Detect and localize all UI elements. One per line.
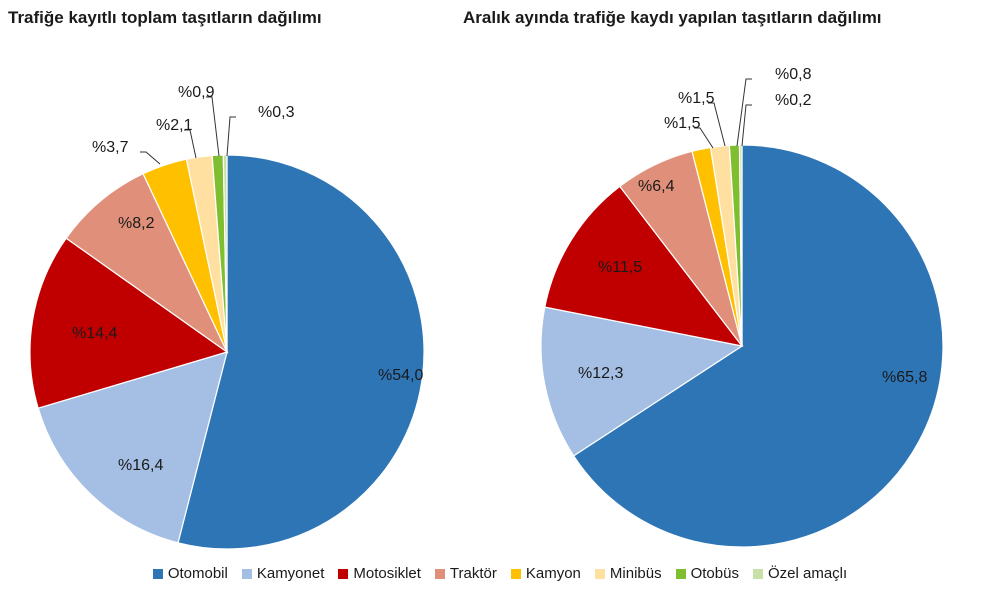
pie-0-slice-kamyonet	[37, 351, 228, 544]
pie-1-leader-line	[694, 127, 714, 149]
legend-item-kamyon: Kamyon	[510, 565, 581, 582]
pie-1-data-label-motosiklet: %11,5	[598, 259, 642, 276]
pie-1-data-label-kamyon: %1,5	[664, 115, 701, 132]
legend-swatch-otomobil	[152, 568, 163, 579]
pie-0-data-label-motosiklet: %14,4	[72, 325, 117, 342]
pie-1-data-label-otomobil: %65,8	[882, 369, 927, 386]
legend-swatch-kamyonet	[241, 568, 252, 579]
pie-0-data-label-otobus: %0,9	[178, 84, 215, 101]
legend-label: Kamyon	[525, 565, 581, 582]
legend-item-minibus: Minibüs	[594, 565, 662, 582]
legend-label: Kamyonet	[256, 565, 325, 582]
pie-1-leader-line	[741, 104, 752, 147]
pie-0-data-label-ozel-amacli: %0,3	[258, 104, 295, 121]
pie-0-data-label-otomobil: %54,0	[378, 367, 423, 384]
legend-item-motosiklet: Motosiklet	[338, 565, 421, 582]
pie-0-leader-line	[184, 129, 197, 159]
pie-1-data-label-traktor: %6,4	[638, 178, 675, 195]
pie-0-slice-motosiklet	[29, 237, 229, 409]
pie-1-leader-line	[736, 78, 752, 147]
chart-title-right: Aralık ayında trafiğe kaydı yapılan taşı…	[463, 8, 882, 27]
legend-swatch-otobus	[675, 568, 686, 579]
legend-label: Minibüs	[609, 565, 662, 582]
pie-0-data-label-kamyonet: %16,4	[118, 457, 163, 474]
pie-charts: %54,0 %16,4 %14,4 %8,2 %3,7 %2,1 %0,9 %0,3 %65,8…	[29, 66, 944, 550]
pie-0-leader-line	[226, 116, 236, 157]
pie-0-data-label-kamyon: %3,7	[92, 139, 129, 156]
legend-swatch-minibus	[594, 568, 605, 579]
pie-1-data-label-minibus: %1,5	[678, 90, 715, 107]
legend-swatch-ozel-amacli	[752, 568, 763, 579]
pie-1-leader-line	[708, 102, 726, 147]
pie-0-leader-line	[140, 151, 161, 165]
legend-item-ozel-amacli: Özel amaçlı	[752, 565, 848, 582]
chart-legend: Otomobil Kamyonet Motosiklet Traktör Kam…	[0, 565, 1000, 582]
pie-1-slice-kamyonet	[540, 306, 744, 457]
pie-0-slice-otomobil	[177, 154, 425, 550]
legend-item-otobus: Otobüs	[675, 565, 739, 582]
legend-swatch-traktor	[434, 568, 445, 579]
legend-label: Motosiklet	[353, 565, 421, 582]
pie-1-data-label-ozel-amacli: %0,2	[775, 92, 812, 109]
legend-label: Otomobil	[167, 565, 228, 582]
pie-1-data-label-kamyonet: %12,3	[578, 365, 623, 382]
chart-title-left: Trafiğe kayıtlı toplam taşıtların dağılı…	[8, 8, 322, 27]
legend-swatch-motosiklet	[338, 568, 349, 579]
legend-item-traktor: Traktör	[434, 565, 497, 582]
pie-0-data-label-minibus: %2,1	[156, 117, 193, 134]
legend-item-otomobil: Otomobil	[152, 565, 228, 582]
pie-1-slice-otomobil	[572, 144, 944, 548]
legend-swatch-kamyon	[510, 568, 521, 579]
legend-item-kamyonet: Kamyonet	[241, 565, 325, 582]
pie-1-data-label-otobus: %0,8	[775, 66, 812, 83]
pie-1-slice-motosiklet	[544, 185, 744, 347]
legend-label: Otobüs	[690, 565, 739, 582]
legend-label: Özel amaçlı	[767, 565, 848, 582]
pie-0-slice-traktor	[65, 172, 229, 354]
pie-0-leader-line	[206, 96, 220, 157]
pie-0-data-label-traktor: %8,2	[118, 215, 155, 232]
legend-label: Traktör	[449, 565, 497, 582]
